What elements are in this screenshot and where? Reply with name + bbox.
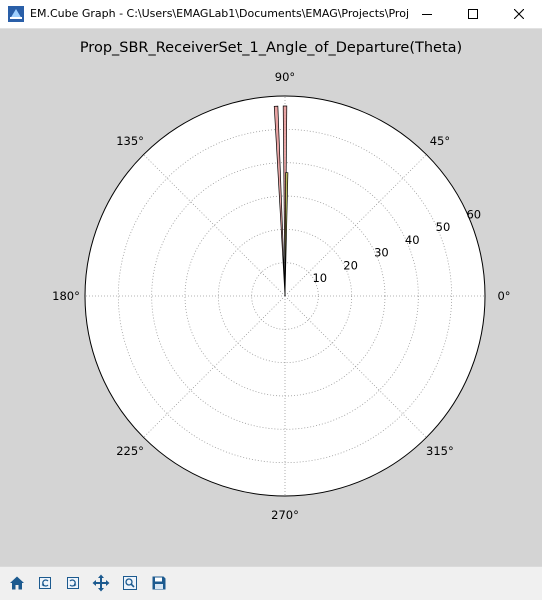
angle-tick-label: 90° xyxy=(275,70,295,84)
chart-title: Prop_SBR_ReceiverSet_1_Angle_of_Departur… xyxy=(79,40,463,56)
minimize-button[interactable] xyxy=(404,0,450,28)
radial-tick-label: 50 xyxy=(436,220,451,234)
angle-tick-label: 315° xyxy=(426,444,454,458)
polar-chart: 0° 45° 90° 135° 180° 225° 270° 315° 10 20 30 40 50 60 xyxy=(52,70,510,522)
window-title: EM.Cube Graph - C:\Users\EMAGLab1\Docume… xyxy=(30,7,410,20)
radial-tick-label: 60 xyxy=(466,208,481,222)
zoom-magnifier-icon xyxy=(123,576,137,590)
angle-tick-label: 225° xyxy=(116,444,144,458)
minimize-icon xyxy=(422,14,432,15)
maximize-button[interactable] xyxy=(450,0,496,28)
back-button[interactable] xyxy=(34,572,56,594)
radial-gridline xyxy=(117,128,453,464)
back-arrow-icon xyxy=(39,577,51,589)
radial-tick-label: 30 xyxy=(374,246,389,260)
angular-gridline xyxy=(143,154,286,297)
polar-bar-1 xyxy=(273,105,286,297)
angle-tick-label: 45° xyxy=(430,134,450,148)
emcube-app-icon xyxy=(8,6,24,22)
maximize-icon xyxy=(468,9,478,19)
move-arrows-icon xyxy=(92,574,110,592)
close-icon xyxy=(514,9,524,19)
angular-gridline xyxy=(143,295,286,438)
polar-bar-3 xyxy=(284,172,289,297)
plot-area: Prop_SBR_ReceiverSet_1_Angle_of_Departur… xyxy=(0,29,542,566)
angle-tick-label: 135° xyxy=(116,134,144,148)
angular-gridline xyxy=(284,295,427,438)
forward-button[interactable] xyxy=(62,572,84,594)
angle-tick-label: 270° xyxy=(271,508,299,522)
pan-button[interactable] xyxy=(90,572,112,594)
angle-tick-label: 0° xyxy=(497,289,510,303)
radial-tick-label: 10 xyxy=(312,271,327,285)
radial-tick-label: 20 xyxy=(343,259,358,273)
angular-gridline xyxy=(284,154,427,297)
angle-tick-label: 180° xyxy=(52,289,80,303)
radial-tick-label: 40 xyxy=(405,233,420,247)
radial-gridline xyxy=(151,162,419,430)
floppy-disk-icon xyxy=(152,576,166,590)
polar-axes-frame xyxy=(84,95,486,497)
forward-arrow-icon xyxy=(67,577,79,589)
home-icon xyxy=(10,576,24,590)
close-button[interactable] xyxy=(496,0,542,28)
navigation-toolbar xyxy=(0,566,542,600)
save-button[interactable] xyxy=(148,572,170,594)
home-button[interactable] xyxy=(6,572,28,594)
zoom-button[interactable] xyxy=(119,572,141,594)
window-titlebar: EM.Cube Graph - C:\Users\EMAGLab1\Docume… xyxy=(0,0,542,29)
